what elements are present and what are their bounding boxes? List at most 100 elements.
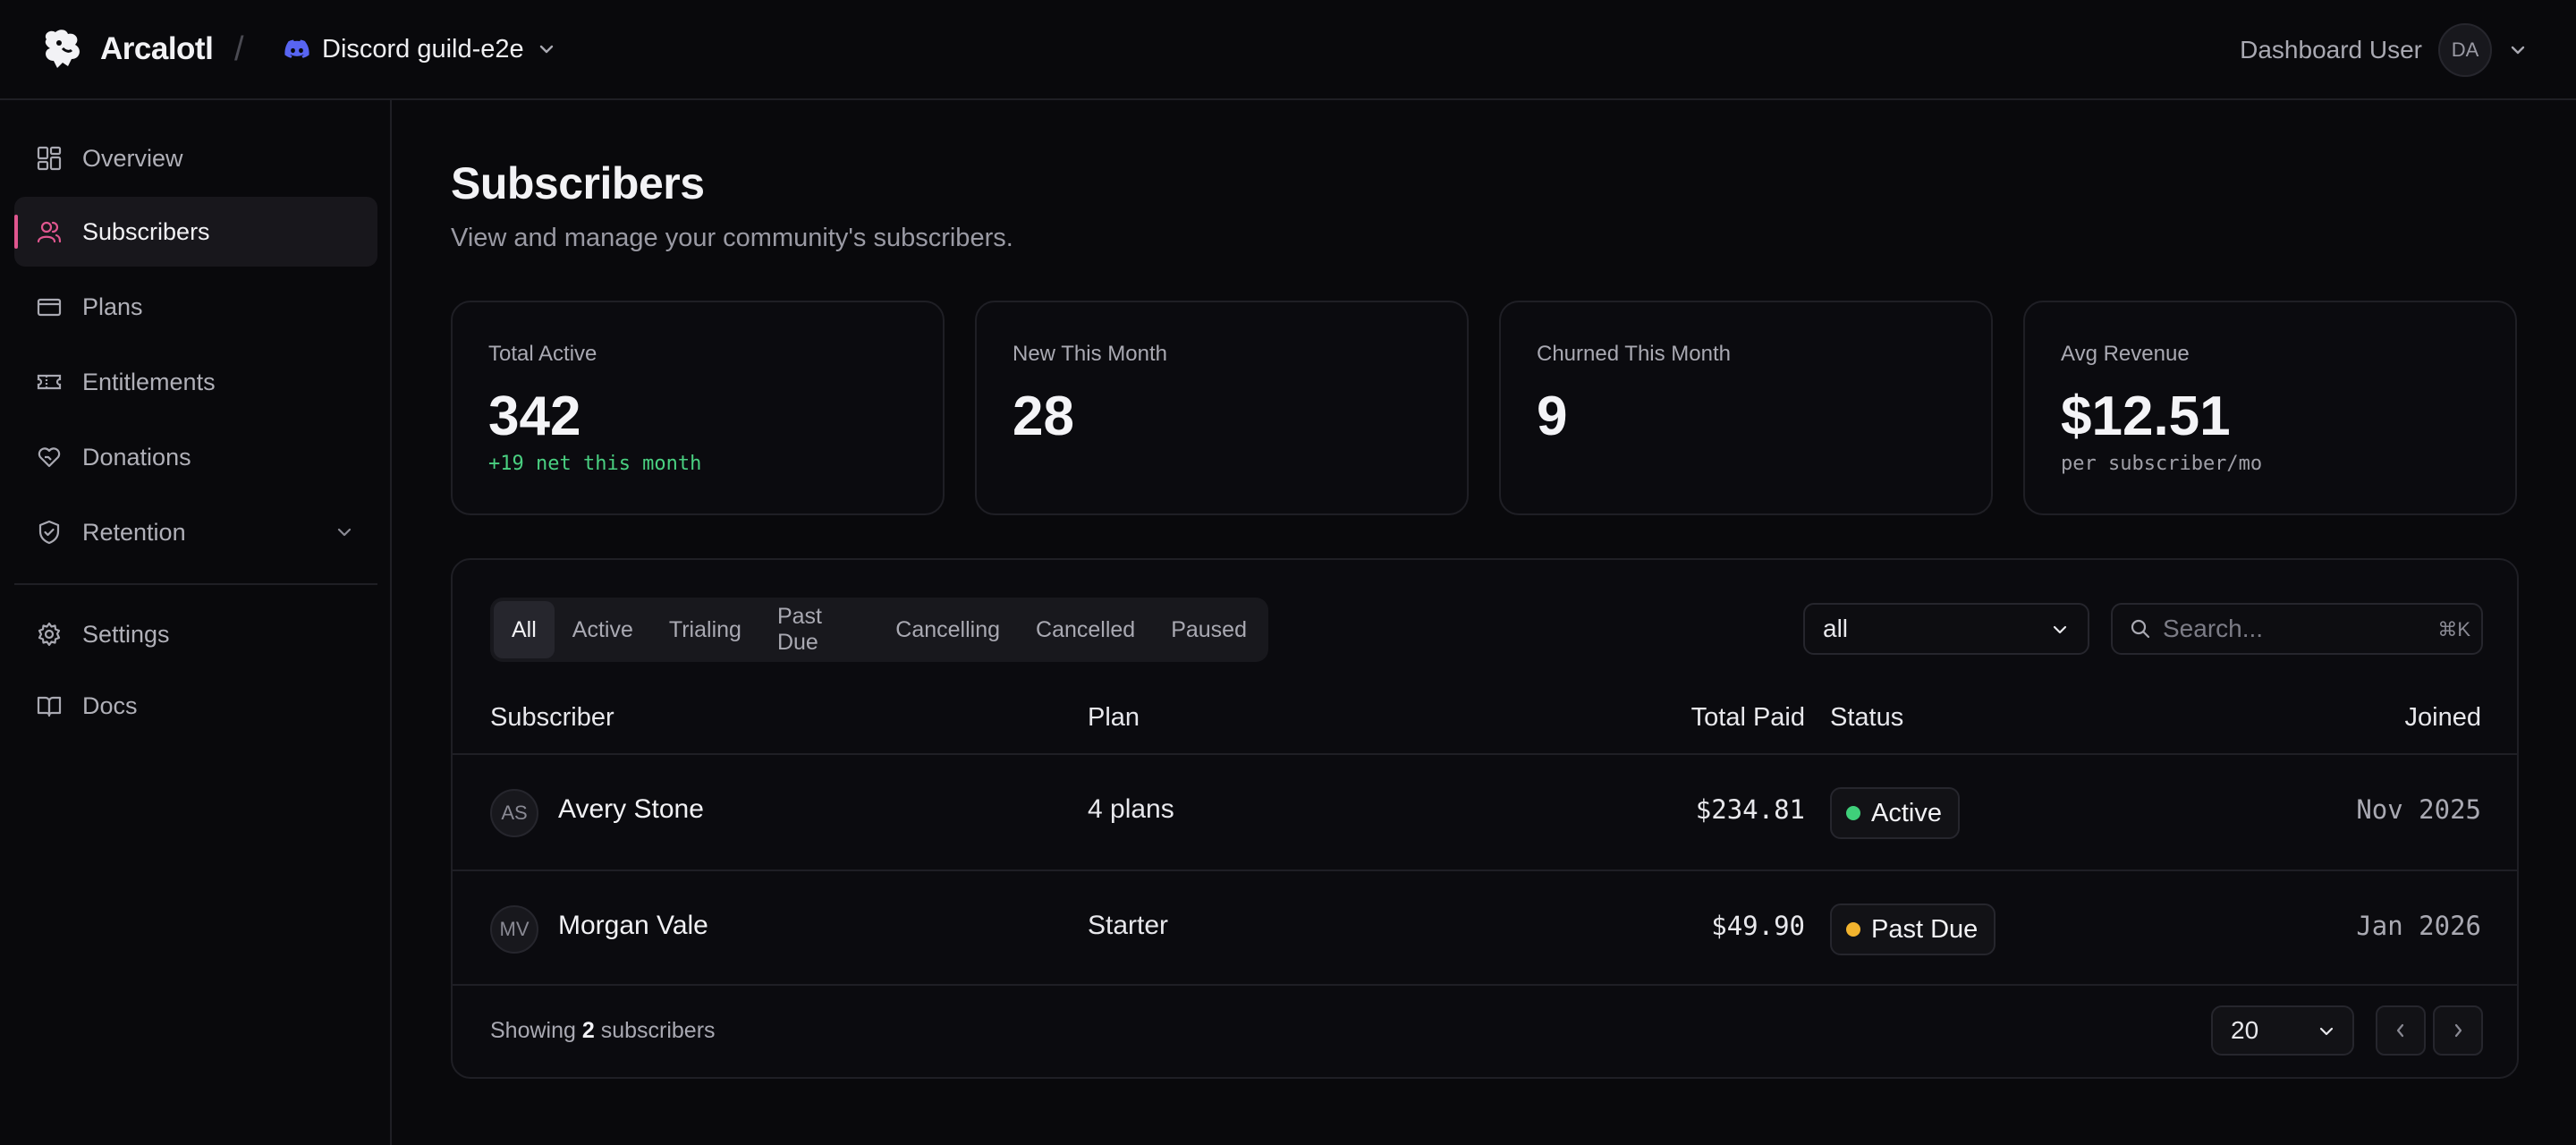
sidebar-item-label: Settings bbox=[82, 620, 170, 648]
status-label: Active bbox=[1871, 798, 1942, 827]
showing-count: Showing 2 subscribers bbox=[490, 1018, 716, 1044]
sidebar-item-donations[interactable]: Donations bbox=[14, 422, 377, 492]
previous-page-button[interactable] bbox=[2376, 1005, 2426, 1056]
page-size-select[interactable]: 20 bbox=[2211, 1005, 2354, 1056]
stat-note: +19 net this month bbox=[488, 453, 702, 475]
stat-label: New This Month bbox=[1013, 342, 1167, 366]
table-divider bbox=[453, 753, 2517, 755]
chevron-down-icon[interactable] bbox=[335, 522, 354, 542]
tab-cancelling[interactable]: Cancelling bbox=[895, 616, 1001, 642]
subscriber-name[interactable]: Avery Stone bbox=[558, 794, 704, 824]
select-value: all bbox=[1823, 615, 1849, 642]
plan-cell: 4 plans bbox=[1088, 794, 1174, 824]
stat-label: Churned This Month bbox=[1537, 342, 1732, 366]
tab-past-due[interactable]: Past Due bbox=[776, 604, 822, 655]
showing-number: 2 bbox=[581, 1018, 595, 1043]
column-header-joined[interactable]: Joined bbox=[2404, 703, 2481, 732]
sidebar-item-label: Overview bbox=[82, 144, 183, 172]
page-title: Subscribers bbox=[451, 158, 705, 208]
user-avatar[interactable]: DA bbox=[2438, 23, 2492, 77]
sidebar-item-label: Subscribers bbox=[82, 217, 210, 245]
sidebar-item-label: Entitlements bbox=[82, 368, 216, 395]
breadcrumb-separator: / bbox=[234, 30, 244, 68]
ticket-icon bbox=[36, 369, 63, 395]
chevron-down-icon bbox=[2050, 620, 2070, 640]
sidebar-divider bbox=[14, 583, 377, 585]
status-label: Past Due bbox=[1871, 914, 1979, 944]
top-header: Arcalotl / Discord guild-e2e Dashboard U… bbox=[0, 0, 2576, 100]
tab-cancelled[interactable]: Cancelled bbox=[1036, 616, 1136, 642]
arcalotl-logo-icon[interactable] bbox=[41, 27, 86, 72]
table-row[interactable]: AS Avery Stone 4 plans $234.81 Active No… bbox=[453, 755, 2517, 869]
sidebar-item-overview[interactable]: Overview bbox=[14, 123, 377, 193]
tab-all[interactable]: All bbox=[494, 601, 555, 658]
chevron-down-icon bbox=[2317, 1022, 2336, 1041]
tab-paused[interactable]: Paused bbox=[1171, 616, 1247, 642]
status-badge: Active bbox=[1830, 787, 1960, 839]
showing-suffix: subscribers bbox=[600, 1018, 716, 1043]
avatar: MV bbox=[490, 905, 538, 954]
sidebar-item-label: Donations bbox=[82, 443, 191, 471]
chevron-down-icon bbox=[537, 39, 556, 59]
status-filter-tabs: All Active Trialing Past Due Cancelling … bbox=[490, 598, 1268, 662]
chevron-left-icon bbox=[2392, 1022, 2410, 1039]
stat-value: 28 bbox=[1013, 386, 1074, 447]
stat-label: Total Active bbox=[488, 342, 597, 366]
sidebar-item-docs[interactable]: Docs bbox=[14, 671, 377, 741]
stat-card-churned-this-month: Churned This Month 9 bbox=[1499, 301, 1993, 515]
sidebar-item-subscribers[interactable]: Subscribers bbox=[14, 197, 377, 267]
stat-note: per subscriber/mo bbox=[2061, 453, 2263, 475]
stat-value: 9 bbox=[1537, 386, 1568, 447]
tab-active[interactable]: Active bbox=[572, 616, 633, 642]
sidebar-item-label: Plans bbox=[82, 293, 143, 320]
sidebar: Overview Subscribers Plans Entitlements bbox=[0, 100, 392, 1145]
sidebar-item-entitlements[interactable]: Entitlements bbox=[14, 347, 377, 417]
joined-cell: Jan 2026 bbox=[2356, 911, 2481, 941]
status-dot-icon bbox=[1846, 922, 1860, 937]
total-paid-cell: $49.90 bbox=[1711, 911, 1805, 941]
search-input[interactable] bbox=[2163, 615, 2431, 643]
credit-card-icon bbox=[36, 293, 63, 320]
sidebar-item-label: Docs bbox=[82, 691, 138, 719]
table-divider bbox=[453, 984, 2517, 986]
sidebar-item-plans[interactable]: Plans bbox=[14, 272, 377, 342]
book-icon bbox=[36, 692, 63, 719]
column-header-subscriber[interactable]: Subscriber bbox=[490, 703, 614, 732]
table-row[interactable]: MV Morgan Vale Starter $49.90 Past Due J… bbox=[453, 871, 2517, 986]
keyboard-shortcut-hint: ⌘K bbox=[2437, 618, 2470, 640]
brand-name[interactable]: Arcalotl bbox=[100, 31, 214, 66]
table-divider bbox=[453, 869, 2517, 871]
guild-switcher[interactable]: Discord guild-e2e bbox=[284, 27, 556, 72]
joined-cell: Nov 2025 bbox=[2356, 794, 2481, 825]
search-box: ⌘K bbox=[2111, 603, 2483, 655]
sidebar-item-retention[interactable]: Retention bbox=[14, 497, 377, 567]
stat-card-total-active: Total Active 342 +19 net this month bbox=[451, 301, 945, 515]
subscriber-name[interactable]: Morgan Vale bbox=[558, 911, 708, 940]
heart-hand-icon bbox=[36, 444, 63, 471]
shield-check-icon bbox=[36, 519, 63, 546]
next-page-button[interactable] bbox=[2433, 1005, 2483, 1056]
total-paid-cell: $234.81 bbox=[1695, 794, 1805, 825]
stat-card-avg-revenue: Avg Revenue $12.51 per subscriber/mo bbox=[2023, 301, 2517, 515]
stat-card-new-this-month: New This Month 28 bbox=[975, 301, 1469, 515]
users-icon bbox=[36, 218, 63, 245]
gear-icon bbox=[36, 621, 63, 648]
sidebar-item-settings[interactable]: Settings bbox=[14, 599, 377, 669]
tab-trialing[interactable]: Trialing bbox=[668, 616, 741, 642]
discord-icon bbox=[284, 39, 309, 59]
user-name: Dashboard User bbox=[2240, 36, 2422, 64]
column-header-total-paid[interactable]: Total Paid bbox=[1690, 703, 1805, 732]
column-header-plan[interactable]: Plan bbox=[1088, 703, 1140, 732]
chevron-right-icon bbox=[2449, 1022, 2467, 1039]
stat-value: $12.51 bbox=[2061, 386, 2231, 447]
chevron-down-icon[interactable] bbox=[2508, 40, 2528, 60]
stat-value: 342 bbox=[488, 386, 581, 447]
showing-prefix: Showing bbox=[490, 1018, 576, 1043]
page-size-value: 20 bbox=[2231, 1016, 2259, 1044]
user-menu[interactable]: Dashboard User DA bbox=[2240, 23, 2528, 77]
overview-grid-icon bbox=[36, 145, 63, 172]
column-header-status[interactable]: Status bbox=[1830, 703, 1904, 732]
status-badge: Past Due bbox=[1830, 903, 1996, 955]
plan-filter-select[interactable]: all bbox=[1803, 603, 2089, 655]
search-icon bbox=[2129, 617, 2152, 640]
